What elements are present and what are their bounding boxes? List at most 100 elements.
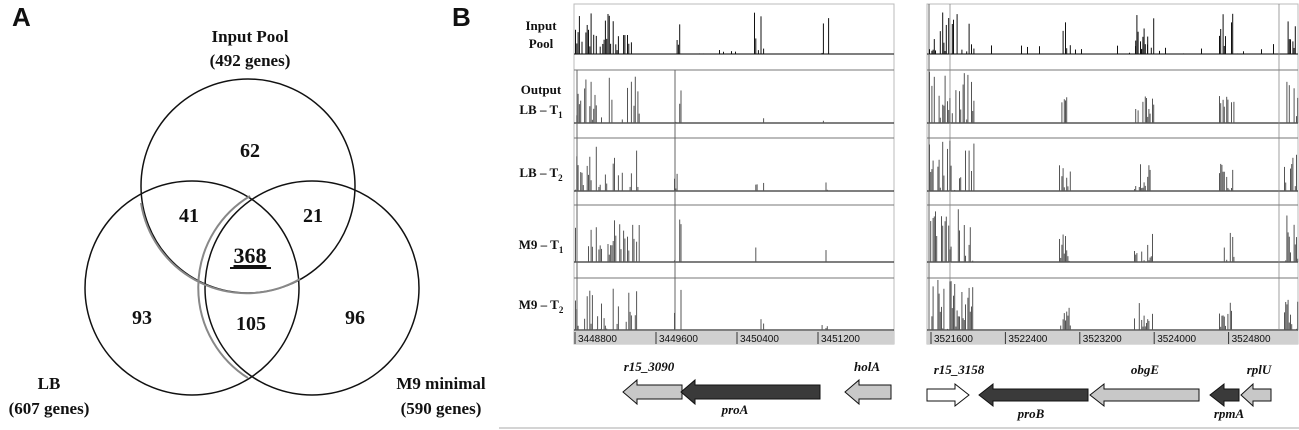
coverage-bar [1293, 224, 1295, 262]
coverage-bar [1141, 188, 1143, 191]
coverage-bar [1201, 48, 1202, 54]
coverage-bar [599, 328, 601, 330]
coverage-bar [1286, 215, 1288, 262]
coverage-bar [1231, 188, 1232, 191]
coverage-bar [594, 94, 596, 123]
coverage-bar [1222, 14, 1224, 54]
coverage-bar [628, 43, 630, 54]
region-input-lb: 41 [179, 205, 199, 227]
coverage-bar [586, 296, 588, 330]
coverage-bar [588, 246, 589, 262]
coverage-bar [1219, 96, 1220, 123]
coverage-bar [822, 120, 824, 123]
gene-arrow-r15-3158 [926, 382, 970, 408]
coverage-bar [595, 329, 597, 330]
coverage-bar [968, 150, 970, 191]
coverage-bar [581, 172, 583, 191]
coverage-bar [1227, 313, 1229, 330]
coverage-bar [933, 76, 935, 123]
coverage-bar [949, 249, 951, 262]
coverage-bar [954, 284, 956, 330]
coverage-bar [731, 51, 732, 54]
coverage-bar [603, 318, 605, 330]
coverage-bar [589, 156, 591, 191]
coverage-bar [575, 300, 576, 330]
gene-arrow-proA [680, 378, 821, 406]
venn-diagram: Input Pool (492 genes) 62 41 21 368 93 1… [9, 27, 486, 418]
ruler-tick-label: 3521600 [934, 334, 973, 345]
coverage-bar [966, 51, 968, 54]
coverage-bar [1226, 259, 1228, 262]
gene-arrow-r15-3090 [622, 378, 683, 406]
coverage-bar [630, 42, 632, 54]
coverage-bar [1292, 41, 1294, 54]
coverage-bar [1296, 237, 1297, 262]
coverage-bar [628, 250, 630, 262]
coverage-bar [1294, 186, 1296, 191]
coverage-bar [933, 39, 935, 54]
coverage-bar [957, 209, 959, 262]
coverage-bar [1136, 253, 1138, 262]
coverage-bar [1165, 47, 1166, 54]
coverage-bar [944, 75, 946, 123]
coverage-bar [948, 18, 950, 54]
coverage-bar [939, 311, 941, 330]
coverage-bar [947, 328, 948, 330]
coverage-bar [676, 173, 678, 191]
coverage-bar [614, 157, 615, 191]
label-lb-t1: LB – T1 [519, 102, 563, 120]
coverage-bar [1219, 35, 1220, 54]
coverage-bar [601, 303, 602, 330]
coverage-bar [956, 310, 958, 330]
coverage-bar [615, 235, 617, 262]
coverage-bar [1135, 254, 1137, 262]
coverage-bar [1288, 322, 1290, 330]
lb-label: LB [38, 374, 61, 393]
coverage-bar [1069, 325, 1071, 330]
coverage-bar [951, 23, 953, 54]
coverage-bar [675, 121, 677, 123]
coverage-bar [1226, 96, 1228, 123]
coverage-bar [590, 13, 592, 54]
m9-circle [204, 180, 420, 396]
coverage-bar [930, 171, 932, 191]
coverage-bar [1153, 104, 1155, 123]
coverage-bar [1060, 325, 1062, 330]
region-input-only: 62 [240, 140, 260, 162]
coverage-bar [944, 50, 946, 54]
coverage-bar [1063, 313, 1065, 330]
coverage-bar [593, 108, 595, 123]
coverage-bar [1147, 176, 1149, 191]
coverage-bar [959, 316, 960, 330]
coverage-bar [1062, 319, 1064, 330]
coverage-bar [586, 165, 588, 191]
coverage-bar [1149, 169, 1151, 191]
coverage-bar [966, 119, 968, 123]
coverage-bar [1148, 108, 1150, 123]
coverage-bar [1231, 22, 1232, 54]
region-lb-m9: 105 [236, 313, 266, 335]
coverage-bar [679, 24, 681, 54]
coverage-bar [589, 46, 591, 54]
coverage-bar [614, 220, 615, 262]
coverage-bar [965, 150, 966, 191]
right-ruler-ticks: 3521600 3522400 3523200 3524000 3524800 [930, 332, 1271, 345]
coverage-bar [630, 81, 632, 123]
coverage-bar [577, 165, 579, 191]
label-input-line1: Input [525, 18, 557, 33]
coverage-bar [634, 315, 636, 330]
coverage-bar [943, 288, 945, 330]
coverage-bar [638, 225, 640, 262]
coverage-bar [1146, 322, 1147, 330]
coverage-bar [608, 77, 610, 123]
coverage-bar [1233, 256, 1235, 262]
coverage-bar [963, 73, 965, 123]
coverage-bar [971, 170, 972, 191]
coverage-bar [763, 48, 765, 54]
coverage-bar [1061, 102, 1063, 123]
left-coverage-bars [575, 12, 830, 330]
coverage-bar [590, 229, 592, 262]
coverage-bar [1138, 303, 1140, 330]
label-m9-t2: M9 – T2 [519, 297, 564, 315]
coverage-bar [941, 306, 942, 330]
